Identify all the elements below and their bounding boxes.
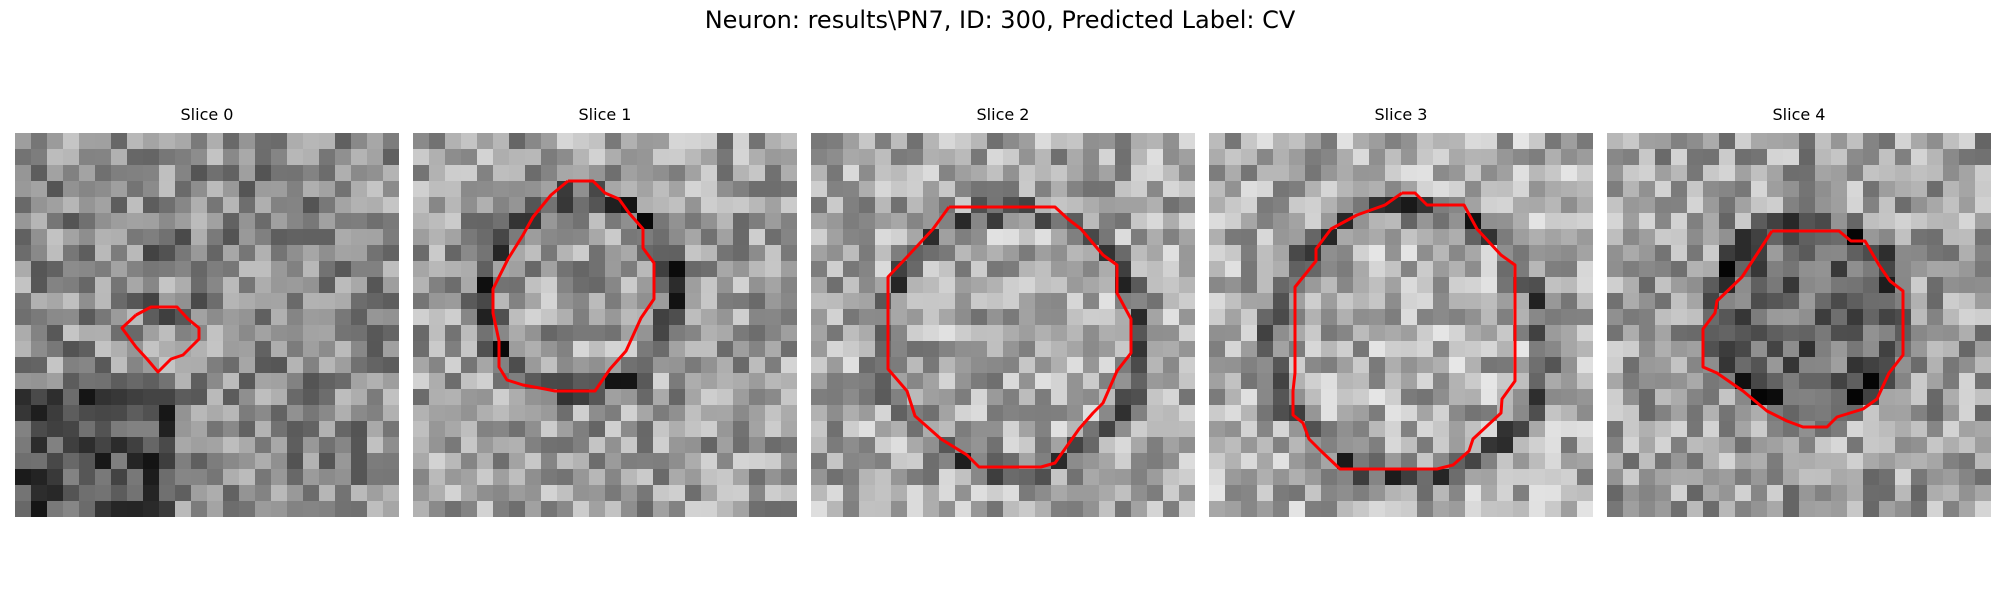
grayscale-slice-4: [1607, 133, 1991, 517]
slice-title-0: Slice 0: [180, 105, 234, 124]
contour-0: [120, 305, 201, 374]
slice-image-2: [811, 133, 1195, 517]
contour-overlay-1: [491, 179, 656, 393]
contour-overlay-4: [1701, 229, 1905, 429]
slice-title-4: Slice 4: [1772, 105, 1826, 124]
contour-overlay-3: [1291, 191, 1517, 471]
slice-image-1: [413, 133, 797, 517]
grayscale-slice-3: [1209, 133, 1593, 517]
slice-title-1: Slice 1: [578, 105, 632, 124]
contour-overlay-0: [120, 305, 201, 374]
slice-title-3: Slice 3: [1374, 105, 1428, 124]
grayscale-slice-0: [15, 133, 399, 517]
slice-image-0: [15, 133, 399, 517]
contour-3: [1291, 191, 1517, 471]
slice-title-2: Slice 2: [976, 105, 1030, 124]
contour-overlay-2: [886, 205, 1133, 469]
contour-1: [491, 179, 656, 393]
contour-2: [886, 205, 1133, 469]
slice-image-3: [1209, 133, 1593, 517]
contour-4: [1701, 229, 1905, 429]
grayscale-slice-1: [413, 133, 797, 517]
slice-image-4: [1607, 133, 1991, 517]
figure-title: Neuron: results\PN7, ID: 300, Predicted …: [704, 6, 1296, 34]
